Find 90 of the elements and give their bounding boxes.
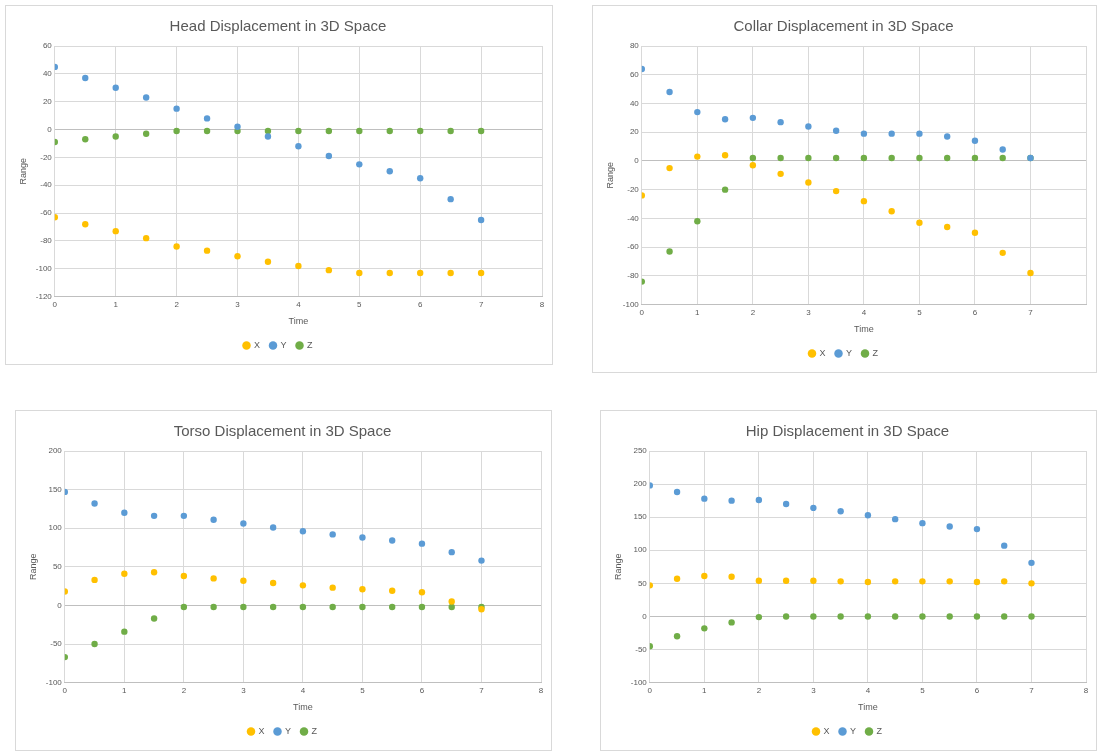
y-tick-label: 200	[48, 446, 63, 456]
legend-label: Z	[311, 725, 318, 736]
x-tick-label: 7	[479, 685, 485, 695]
y-tick-label: -60	[40, 208, 53, 218]
y-tick-label: -20	[627, 184, 640, 194]
y-axis-title: Range	[17, 158, 28, 185]
chart-title: Hip Displacement in 3D Space	[745, 422, 950, 440]
y-tick-label: 250	[633, 446, 648, 456]
legend-label: Z	[307, 339, 313, 350]
y-tick-label: -100	[622, 299, 640, 309]
y-tick-label: 150	[633, 512, 648, 522]
y-tick-label: -100	[35, 263, 53, 273]
y-tick-label: -100	[630, 677, 648, 687]
y-axis-title: Range	[612, 553, 623, 581]
x-axis-title: Time	[288, 316, 309, 327]
y-tick-label: 20	[42, 96, 53, 106]
y-tick-label: 200	[633, 479, 648, 489]
x-axis-title: Time	[293, 702, 313, 713]
x-tick-label: 5	[917, 307, 923, 317]
y-tick-label: -50	[50, 639, 63, 649]
chart-title: Head Displacement in 3D Space	[169, 17, 387, 35]
x-tick-label: 4	[296, 299, 302, 309]
legend-label: X	[819, 347, 826, 358]
y-tick-label: 40	[42, 69, 53, 79]
x-tick-label: 6	[974, 685, 980, 695]
y-tick-label: 80	[629, 41, 640, 51]
legend-label: Y	[846, 347, 853, 358]
y-tick-label: -100	[45, 677, 63, 687]
x-tick-label: 1	[702, 685, 708, 695]
y-tick-label: -40	[40, 180, 53, 190]
legend-label: X	[823, 725, 830, 736]
x-tick-label: 3	[241, 685, 247, 695]
x-tick-label: 6	[417, 299, 423, 309]
x-tick-label: 8	[1083, 685, 1089, 695]
x-tick-label: 1	[695, 307, 701, 317]
x-tick-label: 2	[756, 685, 762, 695]
x-tick-label: 4	[861, 307, 867, 317]
x-tick-label: 3	[811, 685, 817, 695]
y-tick-label: -80	[40, 236, 53, 246]
chart-title: Collar Displacement in 3D Space	[733, 17, 954, 35]
x-tick-label: 7	[1028, 307, 1034, 317]
x-tick-label: 6	[419, 685, 425, 695]
y-tick-label: 100	[633, 545, 648, 555]
x-tick-label: 8	[539, 299, 545, 309]
y-tick-label: 150	[48, 484, 63, 494]
y-tick-label: 0	[47, 124, 53, 134]
y-tick-label: 0	[57, 600, 63, 610]
x-tick-label: 3	[235, 299, 241, 309]
x-tick-label: 5	[360, 685, 366, 695]
y-tick-label: -80	[627, 271, 640, 281]
y-tick-label: -50	[635, 644, 648, 654]
legend-label: Z	[876, 725, 883, 736]
y-axis-title: Range	[604, 162, 615, 189]
x-tick-label: 5	[920, 685, 926, 695]
x-tick-label: 4	[865, 685, 871, 695]
chart-title: Torso Displacement in 3D Space	[173, 422, 392, 440]
legend-label: Y	[280, 339, 287, 350]
y-tick-label: 50	[52, 562, 63, 571]
y-tick-label: -20	[40, 152, 53, 162]
x-tick-label: 2	[750, 307, 756, 317]
x-axis-title: Time	[858, 702, 878, 713]
y-tick-label: -60	[627, 242, 640, 252]
y-tick-label: 0	[634, 156, 640, 166]
y-tick-label: 50	[637, 578, 648, 588]
y-tick-label: 40	[629, 98, 640, 108]
y-axis-title: Range	[27, 553, 38, 581]
x-tick-label: 8	[538, 685, 544, 695]
y-tick-label: 0	[642, 611, 648, 621]
y-tick-label: 20	[629, 127, 640, 137]
x-tick-label: 7	[1029, 685, 1035, 695]
x-axis-title: Time	[854, 324, 874, 335]
legend-label: X	[258, 725, 265, 736]
x-tick-label: 6	[972, 307, 978, 317]
x-tick-label: 1	[113, 299, 119, 309]
x-tick-label: 3	[806, 307, 812, 317]
legend-label: Y	[850, 725, 857, 736]
y-tick-label: 60	[629, 69, 640, 79]
y-tick-label: 60	[42, 41, 53, 51]
y-tick-label: -120	[35, 291, 53, 301]
y-tick-label: -40	[627, 213, 640, 223]
x-tick-label: 5	[357, 299, 363, 309]
x-tick-label: 2	[181, 685, 187, 695]
legend-label: X	[254, 339, 261, 350]
y-tick-label: 100	[48, 523, 63, 533]
x-tick-label: 2	[174, 299, 180, 309]
x-tick-label: 1	[122, 685, 128, 695]
x-tick-label: 4	[300, 685, 306, 695]
legend-label: Z	[872, 347, 879, 358]
legend-label: Y	[285, 725, 292, 736]
x-tick-label: 7	[478, 299, 484, 309]
